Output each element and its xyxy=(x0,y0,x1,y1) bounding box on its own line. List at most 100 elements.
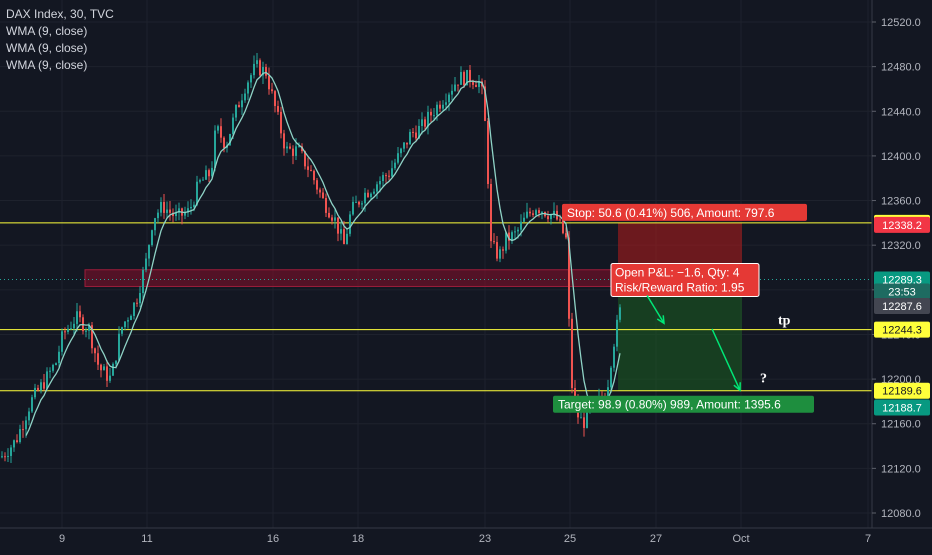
candle-body xyxy=(178,208,180,213)
candle-body xyxy=(16,440,18,443)
candle-body xyxy=(475,84,477,87)
candle-body xyxy=(214,130,216,168)
candle-body xyxy=(568,237,570,319)
symbol-title: DAX Index, 30, TVC xyxy=(6,7,114,21)
candle-body xyxy=(241,100,243,108)
target-area xyxy=(618,279,742,391)
indicator-label[interactable]: WMA (9, close) xyxy=(6,24,88,38)
candle-body xyxy=(208,170,210,177)
candle-body xyxy=(460,72,462,85)
candle-body xyxy=(355,201,357,203)
candle-body xyxy=(562,219,564,234)
candle-body xyxy=(352,201,354,215)
candle-body xyxy=(463,72,465,86)
candle-body xyxy=(136,302,138,304)
candle-body xyxy=(613,346,615,368)
candle-body xyxy=(106,366,108,381)
candle-body xyxy=(382,175,384,181)
candle-body xyxy=(250,75,252,83)
y-tick-label: 12520.0 xyxy=(881,17,921,29)
candle-body xyxy=(436,104,438,116)
x-tick-label: Oct xyxy=(732,533,749,545)
candle-body xyxy=(499,249,501,259)
candle-body xyxy=(367,192,369,198)
indicator-label[interactable]: WMA (9, close) xyxy=(6,41,88,55)
candle-body xyxy=(43,382,45,389)
candle-body xyxy=(247,82,249,94)
y-tick-label: 12480.0 xyxy=(881,62,921,74)
candle-body xyxy=(25,420,27,430)
candle-body xyxy=(520,221,522,230)
price-tag-label: 23:53 xyxy=(888,286,916,298)
candle-body xyxy=(160,202,162,213)
candle-body xyxy=(163,202,165,213)
candle-body xyxy=(496,242,498,259)
candle-body xyxy=(88,325,90,331)
candle-body xyxy=(469,70,471,83)
wma-layer xyxy=(25,71,621,436)
candle-body xyxy=(256,60,258,64)
candle-body xyxy=(61,331,63,352)
candle-body xyxy=(424,119,426,127)
candle-body xyxy=(574,388,576,402)
tp-text: tp xyxy=(778,314,791,329)
annotations-layer: Stop: 50.6 (0.41%) 506, Amount: 797.6 Tar… xyxy=(553,203,814,413)
x-tick-label: 16 xyxy=(267,533,279,545)
candle-body xyxy=(1,456,3,458)
candle-body xyxy=(388,175,390,177)
candle-body xyxy=(391,168,393,177)
candle-body xyxy=(205,170,207,180)
candle-body xyxy=(280,111,282,134)
candle-body xyxy=(34,387,36,398)
stop-label: Stop: 50.6 (0.41%) 506, Amount: 797.6 xyxy=(567,206,775,220)
candle-body xyxy=(502,249,504,251)
candle-body xyxy=(97,353,99,365)
x-tick-label: 11 xyxy=(141,533,152,545)
pnl-box xyxy=(610,262,760,297)
candle-body xyxy=(253,63,255,76)
x-tick-label: 9 xyxy=(59,533,65,545)
arrow-line xyxy=(646,295,665,324)
candle-body xyxy=(67,328,69,332)
arrow-head xyxy=(733,382,741,392)
target-label-box xyxy=(553,395,814,413)
candle-body xyxy=(457,84,459,86)
candle-body xyxy=(115,360,117,364)
candle-body xyxy=(130,315,132,321)
candle-body xyxy=(286,146,288,149)
price-tag xyxy=(874,297,930,314)
candle-body xyxy=(337,217,339,234)
candle-body xyxy=(283,133,285,149)
candle-body xyxy=(526,211,528,218)
candle-body xyxy=(49,370,51,372)
candle-body xyxy=(166,209,168,213)
candle-body xyxy=(343,229,345,245)
candle-body xyxy=(94,348,96,354)
candle-body xyxy=(412,131,414,133)
candle-body xyxy=(334,217,336,221)
candle-body xyxy=(409,131,411,145)
candle-body xyxy=(394,162,396,169)
x-tick-label: 27 xyxy=(650,533,662,545)
candle-body xyxy=(295,146,297,156)
risk-reward-label: Risk/Reward Ratio: 1.95 xyxy=(615,280,745,294)
candle-body xyxy=(91,325,93,349)
candle-body xyxy=(142,269,144,294)
candle-body xyxy=(487,120,489,185)
candle-body xyxy=(112,363,114,376)
x-tick-label: 25 xyxy=(564,533,576,545)
indicator-label[interactable]: WMA (9, close) xyxy=(6,58,88,72)
candle-body xyxy=(223,137,225,148)
candle-body xyxy=(79,311,81,318)
x-tick-label: 23 xyxy=(479,533,491,545)
price-tag-label: 12244.3 xyxy=(882,325,922,337)
candle-body xyxy=(304,151,306,167)
candle-body xyxy=(454,84,456,91)
candle-body xyxy=(400,148,402,154)
arrow-line xyxy=(711,328,741,391)
candle-body xyxy=(127,320,129,322)
candle-body xyxy=(46,371,48,389)
